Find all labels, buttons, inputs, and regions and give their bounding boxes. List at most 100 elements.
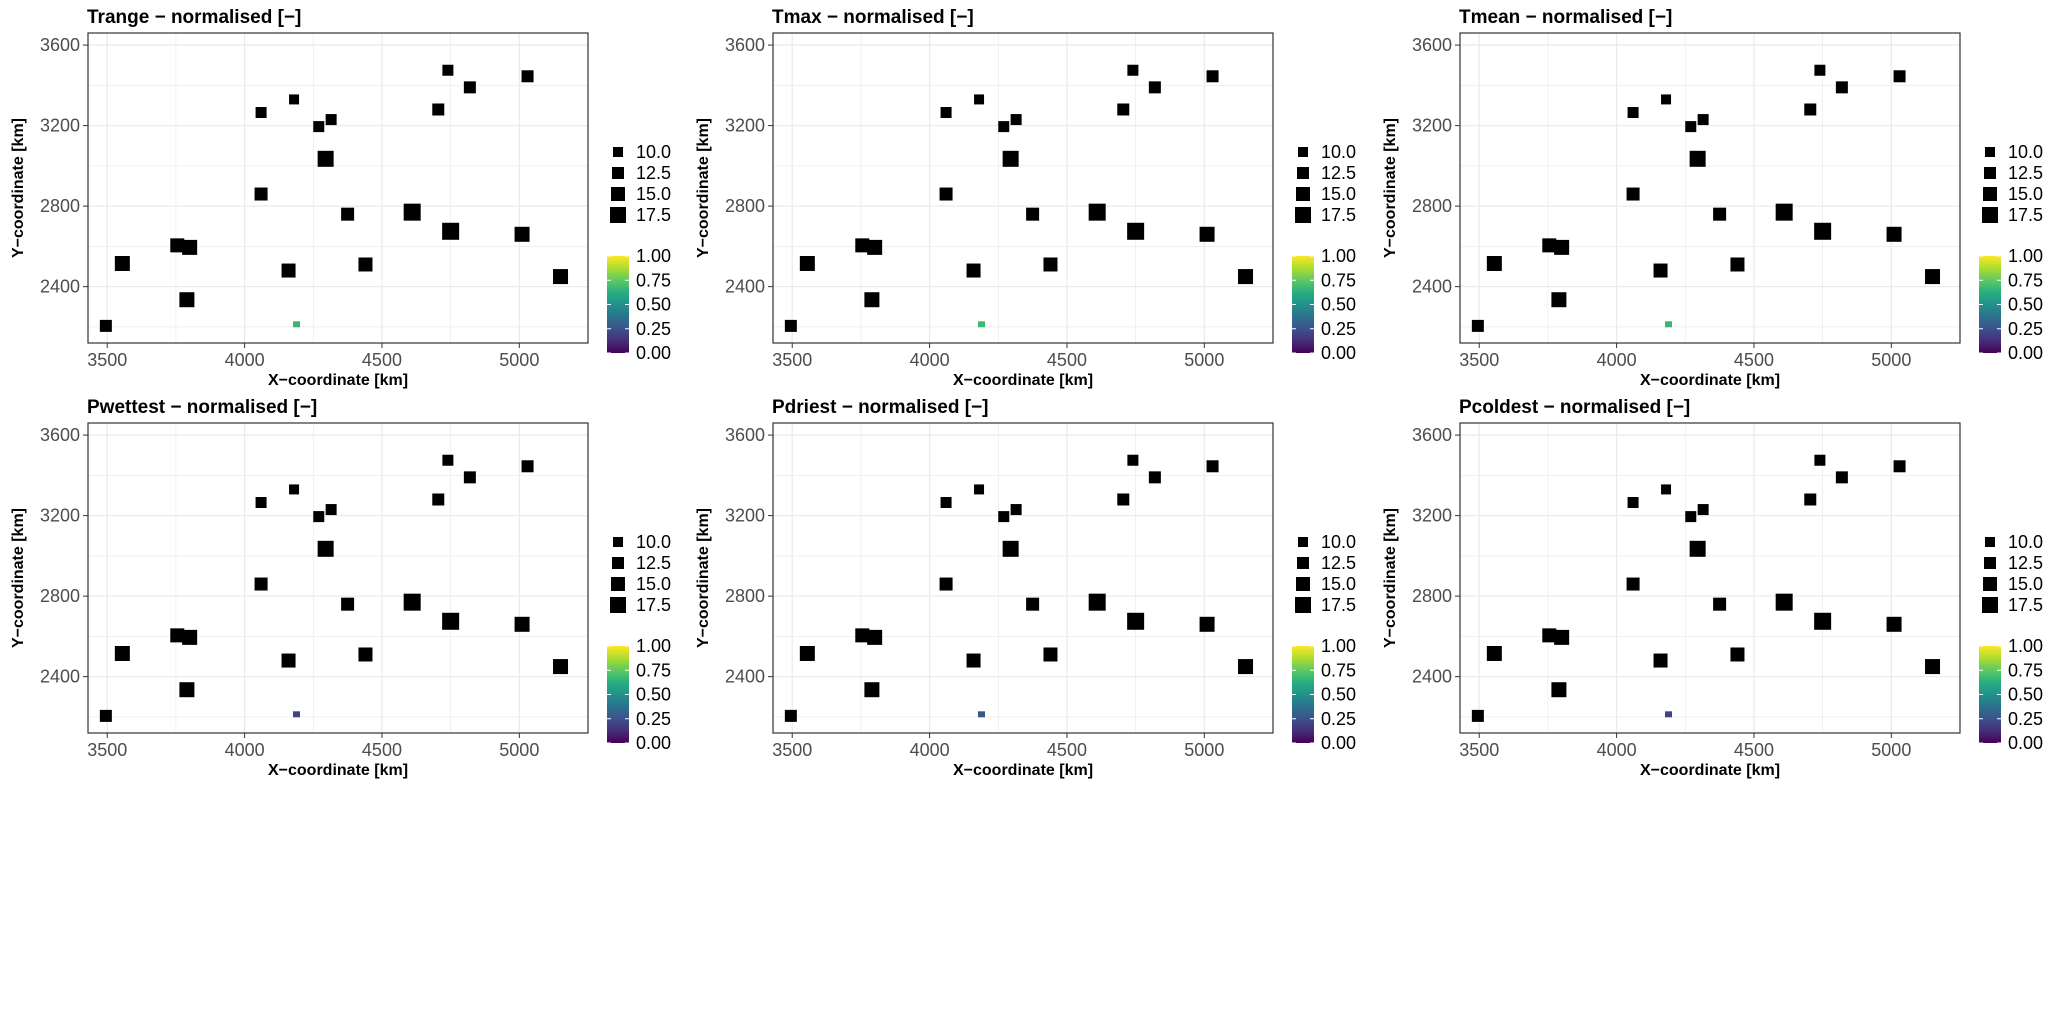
colour-bar [607, 256, 629, 353]
size-legend-label: 15.0 [636, 574, 671, 594]
site-marker [1088, 593, 1106, 611]
panel-title: Pdriest − normalised [−] [772, 397, 988, 418]
size-legend-key [613, 537, 623, 547]
x-axis-label: X−coordinate [km] [953, 762, 1093, 779]
size-legend-key [612, 167, 624, 179]
size-legend-label: 10.0 [1321, 532, 1356, 552]
site-marker [1026, 597, 1040, 611]
x-tick-label: 3500 [772, 350, 812, 370]
site-marker [463, 471, 476, 484]
panel-title: Tmean − normalised [−] [1459, 7, 1672, 28]
colour-legend-label: 0.25 [1321, 709, 1356, 729]
site-markers [784, 454, 1254, 722]
site-marker [784, 709, 797, 722]
size-legend-label: 10.0 [636, 532, 671, 552]
site-markers [99, 454, 569, 722]
site-marker [1043, 257, 1058, 272]
size-legend-label: 12.5 [1321, 163, 1356, 183]
colour-legend: 1.00 0.75 0.50 0.25 0.00 [607, 246, 671, 363]
site-marker [1486, 645, 1502, 661]
site-marker [1689, 540, 1706, 557]
map-panel-1: Trange − normalised [−] 3500 4000 4500 5000 2… [10, 7, 671, 389]
y-tick-label: 3600 [40, 425, 80, 445]
site-marker [998, 511, 1010, 523]
site-marker [1713, 207, 1727, 221]
colour-legend-label: 0.75 [2008, 660, 2043, 680]
site-marker [1206, 70, 1219, 83]
site-marker [1127, 612, 1145, 630]
site-marker [1127, 64, 1139, 76]
site-marker [442, 612, 460, 630]
site-marker [1010, 114, 1022, 126]
site-marker [1835, 81, 1848, 94]
size-legend-key [1982, 597, 1998, 613]
x-tick-label: 4000 [1597, 740, 1637, 760]
site-marker [1627, 107, 1639, 119]
size-legend-label: 12.5 [636, 553, 671, 573]
y-tick-label: 2800 [40, 196, 80, 216]
site-marker [114, 255, 130, 271]
site-marker [1551, 682, 1567, 698]
plot-frame [772, 422, 1274, 734]
size-legend-label: 12.5 [2008, 553, 2043, 573]
size-legend-label: 17.5 [636, 205, 671, 225]
colour-bar [1979, 256, 2001, 353]
y-tick-label: 2400 [725, 277, 765, 297]
size-legend-label: 12.5 [636, 163, 671, 183]
colour-legend: 1.00 0.75 0.50 0.25 0.00 [1292, 246, 1356, 363]
site-marker [855, 238, 870, 253]
site-marker [255, 107, 267, 119]
site-marker [1775, 593, 1793, 611]
site-marker [939, 577, 953, 591]
size-legend-key [611, 577, 625, 591]
site-marker [521, 460, 534, 473]
x-tick-label: 4500 [1047, 740, 1087, 760]
size-legend-label: 17.5 [1321, 595, 1356, 615]
y-tick-label: 3600 [1412, 425, 1452, 445]
site-marker [1148, 471, 1161, 484]
site-marker [1661, 94, 1672, 105]
site-marker [1043, 647, 1058, 662]
x-axis-label: X−coordinate [km] [1640, 372, 1780, 389]
site-marker [358, 647, 373, 662]
site-marker [1542, 238, 1557, 253]
size-legend-key [1297, 557, 1309, 569]
x-tick-label: 3500 [1459, 740, 1499, 760]
raster-fragment [1665, 321, 1672, 328]
site-marker [1893, 70, 1906, 83]
site-marker [254, 187, 268, 201]
site-marker [867, 629, 883, 645]
size-legend-key [1982, 207, 1998, 223]
panel-title: Pcoldest − normalised [−] [1459, 397, 1690, 418]
colour-legend-label: 0.00 [2008, 733, 2043, 753]
colour-bar [607, 646, 629, 743]
colour-legend-label: 0.00 [1321, 733, 1356, 753]
colour-legend-label: 0.50 [636, 295, 671, 315]
size-legend-key [610, 597, 626, 613]
size-legend-key [1296, 577, 1310, 591]
site-marker [864, 682, 880, 698]
site-marker [799, 255, 815, 271]
panel-title: Tmax − normalised [−] [772, 7, 974, 28]
x-tick-label: 5000 [499, 350, 539, 370]
site-marker [998, 121, 1010, 133]
x-tick-label: 4000 [910, 740, 950, 760]
size-legend-key [612, 557, 624, 569]
x-tick-label: 4000 [225, 740, 265, 760]
site-marker [1689, 150, 1706, 167]
site-marker [966, 653, 981, 668]
site-marker [99, 319, 112, 332]
site-marker [1542, 628, 1557, 643]
site-marker [325, 504, 337, 516]
colour-legend-label: 1.00 [1321, 246, 1356, 266]
site-marker [1925, 659, 1941, 675]
colour-legend-label: 0.50 [1321, 295, 1356, 315]
y-tick-label: 3200 [40, 116, 80, 136]
y-tick-label: 2800 [725, 586, 765, 606]
map-panel-4: Pwettest − normalised [−] 3500 4000 4500 500… [10, 397, 671, 779]
site-marker [1713, 597, 1727, 611]
size-legend-key [1295, 207, 1311, 223]
x-axis-label: X−coordinate [km] [268, 762, 408, 779]
plot-frame [87, 422, 589, 734]
y-tick-label: 2800 [1412, 586, 1452, 606]
